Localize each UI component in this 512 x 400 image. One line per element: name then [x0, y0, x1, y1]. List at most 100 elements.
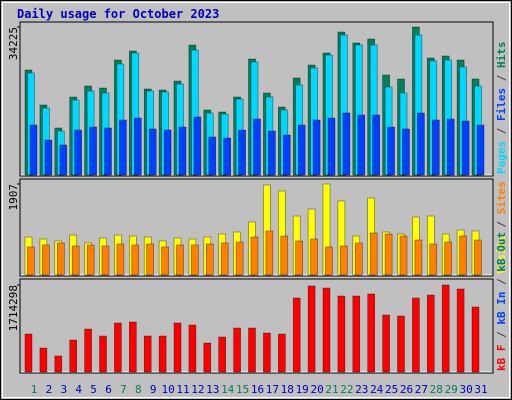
bar [27, 246, 35, 276]
bar [277, 333, 286, 373]
x-tick-label: 17 [266, 383, 279, 396]
bar [382, 314, 390, 373]
y-tick-label: 34225 [7, 27, 20, 60]
bar [297, 124, 306, 176]
bar [42, 244, 50, 276]
bar [29, 124, 38, 176]
x-tick-label: 28 [430, 383, 443, 396]
bar [441, 284, 450, 373]
bar [397, 315, 405, 373]
x-tick-label: 21 [325, 383, 338, 396]
bar [208, 136, 217, 176]
x-tick-label: 1 [31, 383, 38, 396]
bar [191, 244, 199, 276]
bar [357, 114, 366, 176]
bar [39, 347, 48, 373]
x-tick-label: 16 [251, 383, 264, 396]
bar [369, 232, 378, 276]
bar [173, 322, 182, 373]
x-tick-label: 8 [135, 383, 142, 396]
x-tick-label: 3 [60, 383, 67, 396]
legend-entry: kB Out [495, 232, 508, 272]
legend-entry: Files [495, 88, 508, 121]
x-tick-label: 14 [221, 383, 235, 396]
legend-separator: / [495, 121, 508, 141]
x-tick-label: 25 [385, 383, 398, 396]
legend-separator: / [495, 68, 508, 88]
bar [176, 244, 184, 276]
bar [146, 243, 154, 276]
bar [143, 335, 152, 373]
bar [69, 339, 77, 373]
x-tick-label: 2 [46, 383, 53, 396]
legend: Pages / Files / Hits [495, 42, 508, 175]
bar [99, 335, 107, 373]
bar [459, 235, 467, 276]
bar [193, 116, 202, 176]
bar [223, 137, 231, 176]
bar [412, 297, 420, 373]
bar [456, 288, 465, 373]
bar [131, 244, 140, 276]
bar [322, 287, 331, 373]
x-tick-label: 22 [340, 383, 353, 396]
bar [59, 144, 68, 176]
bar [367, 293, 376, 373]
bar [282, 134, 291, 176]
legend: Visits / Sites [495, 181, 508, 274]
x-tick-label: 23 [355, 383, 368, 396]
bar [340, 245, 348, 276]
bar [354, 242, 363, 276]
x-tick-label: 4 [75, 383, 82, 396]
bar [253, 118, 261, 176]
legend-separator: / [495, 272, 508, 292]
bar [84, 328, 92, 373]
bar [471, 306, 480, 373]
bar [431, 119, 440, 176]
bar [280, 235, 289, 276]
bar [220, 242, 229, 276]
bar [104, 127, 112, 176]
bar [446, 118, 455, 176]
bar [178, 126, 187, 176]
x-tick-label: 20 [310, 383, 323, 396]
x-tick-label: 12 [191, 383, 204, 396]
bar [89, 126, 97, 176]
bar [116, 243, 125, 276]
bar [337, 295, 346, 373]
x-tick-label: 30 [459, 383, 472, 396]
x-tick-label: 10 [161, 383, 174, 396]
bar [372, 114, 381, 176]
legend-separator: / [495, 325, 508, 345]
bar [71, 245, 80, 276]
x-tick-label: 13 [206, 383, 219, 396]
x-tick-label: 9 [150, 383, 157, 396]
bar [148, 128, 157, 176]
bar [119, 119, 127, 176]
bar [429, 243, 438, 276]
bar [161, 246, 169, 276]
x-tick-label: 7 [120, 383, 127, 396]
bar [134, 117, 142, 176]
x-tick-label: 18 [281, 383, 294, 396]
bar [474, 239, 482, 276]
bar [238, 129, 246, 176]
bar [101, 245, 110, 276]
bar [327, 117, 336, 176]
bar [268, 130, 276, 176]
bar [54, 355, 63, 373]
bar [307, 285, 316, 373]
x-tick-label: 6 [105, 383, 112, 396]
bar [129, 321, 137, 373]
y-tick-label: 1714298 [7, 285, 20, 331]
x-tick-label: 11 [176, 383, 189, 396]
bar [74, 129, 82, 176]
bar [352, 295, 361, 373]
legend-entry: kB F [495, 345, 508, 372]
bar [342, 112, 351, 176]
bar [188, 324, 197, 373]
legend-entry: kB In [495, 292, 508, 325]
bar [86, 244, 95, 276]
bar [292, 297, 301, 373]
